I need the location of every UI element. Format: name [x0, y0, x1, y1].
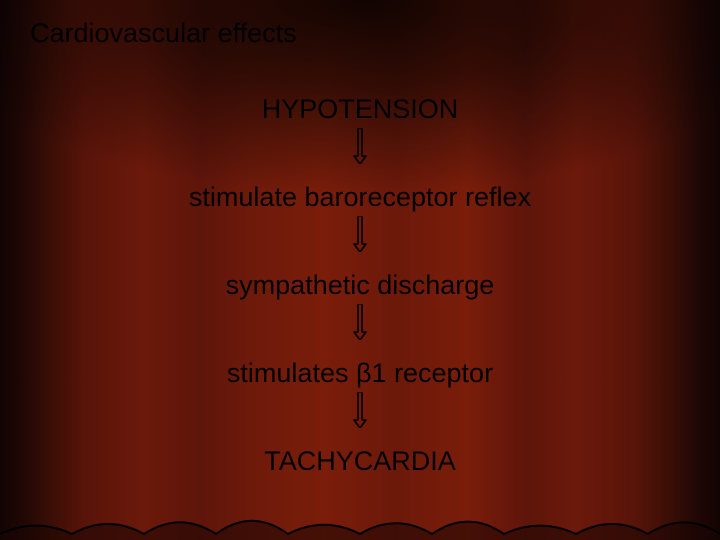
flow-step-1: stimulate baroreceptor reflex	[0, 182, 720, 213]
down-arrow-icon	[353, 392, 367, 428]
down-arrow-icon	[353, 304, 367, 340]
flow-step-0: HYPOTENSION	[0, 94, 720, 125]
down-arrow-icon	[353, 128, 367, 164]
flow-step-3: stimulates β1 receptor	[0, 358, 720, 389]
curtain-hem	[0, 470, 720, 540]
slide-title: Cardiovascular effects	[30, 18, 297, 49]
flow-step-4: TACHYCARDIA	[0, 446, 720, 477]
down-arrow-icon	[353, 216, 367, 252]
flow-step-2: sympathetic discharge	[0, 270, 720, 301]
slide-background: Cardiovascular effects HYPOTENSION stimu…	[0, 0, 720, 540]
